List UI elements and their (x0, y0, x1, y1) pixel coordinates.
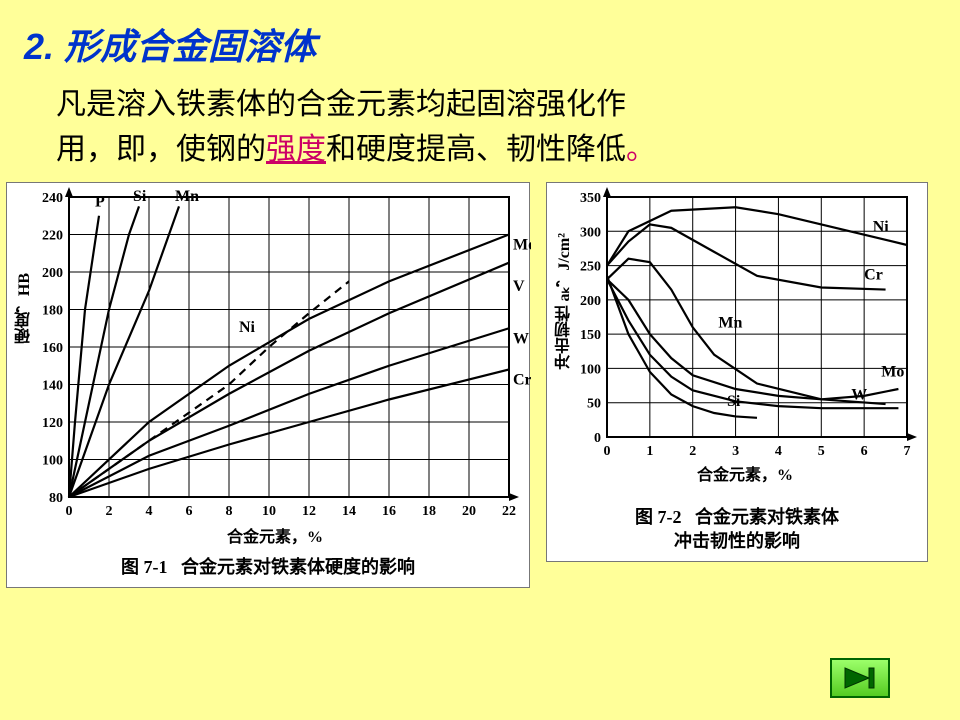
svg-text:22: 22 (502, 504, 516, 519)
svg-text:Ni: Ni (239, 319, 256, 336)
svg-text:0: 0 (604, 444, 611, 459)
svg-text:10: 10 (262, 504, 276, 519)
svg-text:Ni: Ni (873, 218, 890, 235)
svg-text:5: 5 (818, 444, 825, 459)
svg-text:2: 2 (106, 504, 113, 519)
svg-text:Cr: Cr (864, 266, 883, 283)
toughness-xlabel: 合金元素，% (697, 461, 793, 485)
toughness-chart-svg: 0 1 2 3 4 5 6 7 0 50 100 150 200 250 300 350 Ni Cr Mn Mo W Si (547, 183, 929, 463)
body-period: 。 (626, 133, 656, 166)
svg-text:2: 2 (689, 444, 696, 459)
svg-text:240: 240 (42, 191, 63, 206)
svg-text:1: 1 (646, 444, 653, 459)
hardness-xlabel: 合金元素，% (227, 523, 323, 547)
svg-text:300: 300 (580, 225, 601, 240)
svg-text:50: 50 (587, 397, 601, 412)
svg-text:Mn: Mn (175, 188, 199, 205)
svg-text:4: 4 (146, 504, 153, 519)
hardness-chart-svg: 0 2 4 6 8 10 12 14 16 18 20 22 80 100 120 140 160 180 200 2… (7, 183, 531, 523)
body-line1: 凡是溶入铁素体的合金元素均起固溶强化作 (56, 88, 626, 121)
svg-text:160: 160 (42, 341, 63, 356)
play-forward-icon (843, 666, 877, 690)
svg-text:180: 180 (42, 304, 63, 319)
svg-text:V: V (513, 278, 525, 295)
svg-text:20: 20 (462, 504, 476, 519)
svg-text:200: 200 (42, 266, 63, 281)
svg-text:18: 18 (422, 504, 436, 519)
svg-text:Mo: Mo (881, 364, 904, 381)
svg-text:12: 12 (302, 504, 316, 519)
svg-text:Cr: Cr (513, 372, 531, 389)
svg-text:16: 16 (382, 504, 396, 519)
svg-text:14: 14 (342, 504, 356, 519)
svg-text:P: P (95, 193, 105, 210)
svg-text:140: 140 (42, 379, 63, 394)
hardness-ylabel: 硬度，HB (13, 273, 37, 344)
body-line2a: 用，即，使钢的 (56, 133, 266, 166)
svg-text:W: W (513, 330, 529, 347)
svg-text:0: 0 (594, 431, 601, 446)
svg-text:Si: Si (727, 393, 741, 410)
svg-text:Si: Si (133, 188, 147, 205)
section-title: 2. 形成合金固溶体 (0, 0, 960, 70)
svg-text:80: 80 (49, 491, 63, 506)
toughness-caption: 图 7-2 合金元素对铁素体 冲击韧性的影响 (547, 506, 927, 553)
svg-text:100: 100 (580, 362, 601, 377)
highlight-strength: 强度 (266, 133, 326, 166)
svg-text:100: 100 (42, 454, 63, 469)
body-paragraph: 凡是溶入铁素体的合金元素均起固溶强化作 用，即，使钢的强度和硬度提高、韧性降低。 (0, 70, 960, 172)
svg-text:7: 7 (904, 444, 911, 459)
svg-text:6: 6 (186, 504, 193, 519)
svg-text:120: 120 (42, 416, 63, 431)
svg-text:Mo: Mo (513, 237, 531, 254)
toughness-chart: 0 1 2 3 4 5 6 7 0 50 100 150 200 250 300 350 Ni Cr Mn Mo W Si… (546, 182, 928, 562)
charts-row: 0246810121416182022801001201401601802002… (6, 182, 954, 588)
next-button[interactable] (830, 658, 890, 698)
svg-text:6: 6 (861, 444, 868, 459)
svg-text:350: 350 (580, 191, 601, 206)
hardness-caption: 图 7-1 合金元素对铁素体硬度的影响 (7, 553, 529, 579)
svg-text:150: 150 (580, 328, 601, 343)
svg-text:220: 220 (42, 229, 63, 244)
hardness-chart: 0 2 4 6 8 10 12 14 16 18 20 22 80 100 120 140 160 180 200 2… (6, 182, 530, 588)
svg-text:200: 200 (580, 294, 601, 309)
svg-text:8: 8 (226, 504, 233, 519)
svg-text:0: 0 (66, 504, 73, 519)
svg-text:4: 4 (775, 444, 782, 459)
body-line2b: 和硬度提高、韧性降低 (326, 133, 626, 166)
svg-text:250: 250 (580, 260, 601, 275)
svg-text:W: W (851, 386, 867, 403)
svg-text:3: 3 (732, 444, 739, 459)
toughness-ylabel: 冲击韧性 aₖ，J/cm² (553, 233, 577, 369)
svg-text:Mn: Mn (718, 314, 742, 331)
